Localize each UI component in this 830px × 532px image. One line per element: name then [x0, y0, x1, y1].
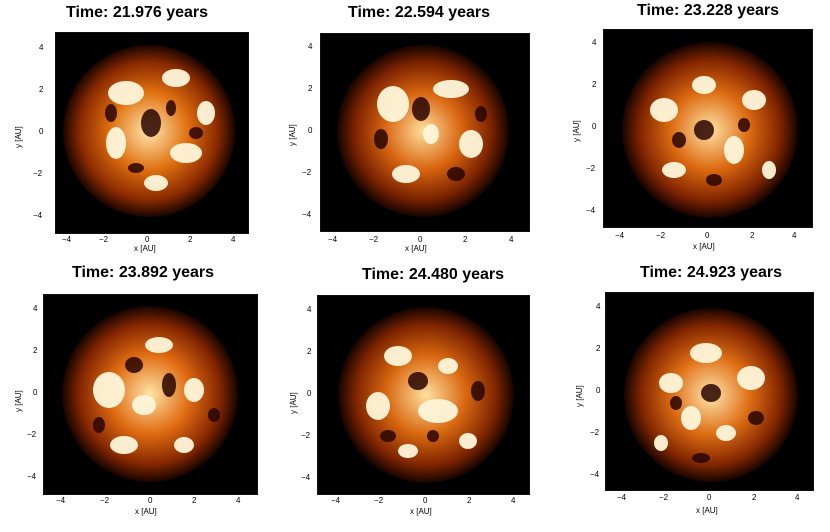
y-tick: 4	[307, 305, 312, 314]
y-tick: −4	[33, 211, 43, 220]
x-tick: 2	[750, 231, 755, 240]
x-tick: 4	[509, 235, 514, 244]
y-tick: 2	[592, 80, 597, 89]
x-tick: −4	[331, 496, 341, 505]
x-tick: −2	[369, 235, 379, 244]
x-tick: −4	[615, 231, 625, 240]
x-tick: −4	[56, 496, 66, 505]
y-axis-label: y [AU]	[575, 385, 584, 407]
x-tick: 0	[707, 493, 712, 502]
y-tick: −4	[586, 206, 596, 215]
x-axis-label: x [AU]	[405, 244, 427, 253]
y-tick: 0	[33, 388, 38, 397]
x-tick: −4	[328, 235, 338, 244]
y-tick: 4	[39, 43, 44, 52]
y-tick: 0	[596, 386, 601, 395]
y-axis-label: y [AU]	[572, 120, 581, 142]
x-tick: 4	[231, 235, 236, 244]
y-tick: 2	[307, 347, 312, 356]
y-tick: 4	[308, 42, 313, 51]
stellar-surface-image	[43, 294, 258, 495]
stellar-surface-image	[603, 29, 813, 228]
x-tick: 2	[752, 493, 757, 502]
y-tick: 0	[307, 389, 312, 398]
y-tick: −4	[301, 473, 311, 482]
x-axis-label: x [AU]	[693, 242, 715, 251]
y-axis-label: y [AU]	[289, 392, 298, 414]
y-tick: −4	[302, 210, 312, 219]
x-tick: 2	[467, 496, 472, 505]
y-tick: −2	[33, 169, 43, 178]
y-tick: −4	[590, 470, 600, 479]
x-tick: 4	[511, 496, 516, 505]
y-axis-label: y [AU]	[14, 126, 23, 148]
x-axis-label: x [AU]	[134, 244, 156, 253]
y-axis-label: y [AU]	[14, 390, 23, 412]
x-tick: 4	[795, 493, 800, 502]
x-axis-label: x [AU]	[410, 507, 432, 516]
y-tick: 0	[39, 127, 44, 136]
y-tick: −2	[590, 428, 600, 437]
x-tick: −2	[100, 496, 110, 505]
y-axis-label: y [AU]	[288, 124, 297, 146]
y-tick: 0	[308, 126, 313, 135]
x-tick: 0	[145, 235, 150, 244]
y-tick: 2	[33, 346, 38, 355]
y-tick: −2	[27, 430, 37, 439]
panel-title: Time: 22.594 years	[348, 4, 491, 21]
stellar-surface-image	[605, 292, 814, 491]
panel-title: Time: 24.480 years	[362, 266, 505, 283]
x-tick: 2	[463, 235, 468, 244]
y-tick: 2	[308, 84, 313, 93]
panel-title: Time: 24.923 years	[640, 264, 783, 281]
stellar-surface-image	[317, 295, 530, 495]
panel-title: Time: 23.228 years	[637, 2, 780, 19]
x-tick: 4	[236, 496, 241, 505]
x-tick: −2	[659, 493, 669, 502]
x-tick: 0	[705, 231, 710, 240]
y-tick: 0	[592, 122, 597, 131]
stellar-surface-image	[320, 33, 530, 232]
x-tick: −4	[617, 493, 627, 502]
y-tick: 2	[39, 85, 44, 94]
x-tick: 2	[192, 496, 197, 505]
y-tick: −2	[302, 168, 312, 177]
x-tick: 4	[792, 231, 797, 240]
panel-title: Time: 23.892 years	[72, 264, 215, 281]
x-tick: 2	[188, 235, 193, 244]
y-tick: 4	[596, 302, 601, 311]
y-tick: −2	[586, 164, 596, 173]
x-axis-label: x [AU]	[135, 507, 157, 516]
x-tick: −2	[374, 496, 384, 505]
y-tick: −2	[301, 431, 311, 440]
y-tick: 4	[33, 304, 38, 313]
x-tick: −2	[656, 231, 666, 240]
x-tick: 0	[418, 235, 423, 244]
stellar-surface-image	[55, 32, 249, 234]
x-tick: 0	[148, 496, 153, 505]
x-tick: 0	[423, 496, 428, 505]
x-tick: −4	[62, 235, 72, 244]
y-tick: −4	[27, 472, 37, 481]
y-tick: 4	[592, 38, 597, 47]
panel-title: Time: 21.976 years	[66, 4, 209, 21]
x-axis-label: x [AU]	[696, 506, 718, 515]
y-tick: 2	[596, 344, 601, 353]
x-tick: −2	[99, 235, 109, 244]
